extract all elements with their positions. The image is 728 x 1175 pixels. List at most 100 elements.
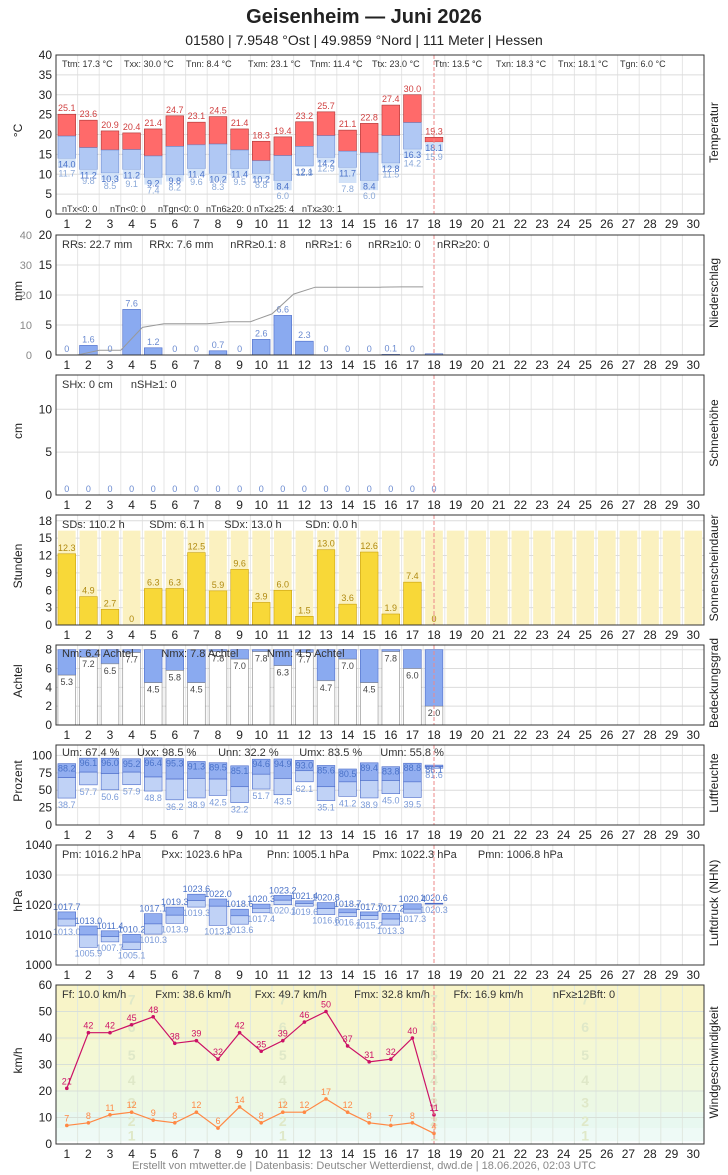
mean-wind-point: [410, 1121, 415, 1125]
sun-possible-bar: [533, 530, 551, 625]
sun-possible-bar: [511, 530, 530, 625]
gust-point: [194, 1038, 199, 1043]
x-tick-label: 29: [665, 498, 679, 512]
pressure-lower-bar: [360, 915, 379, 920]
tmean-bar: [165, 146, 184, 176]
cloud-label: 7.7: [298, 655, 311, 665]
mean-wind-point: [432, 1131, 436, 1136]
gust-line: [66, 1010, 435, 1116]
tmean-bar: [79, 147, 98, 170]
x-tick-label: 13: [319, 728, 333, 742]
sun-bar: [79, 596, 98, 626]
x-tick-label: 24: [557, 1147, 571, 1160]
sun-label: 4.9: [82, 586, 95, 596]
umax-label: 89.5: [209, 763, 227, 773]
gust-point: [237, 1030, 242, 1035]
x-tick-label: 11: [277, 498, 290, 512]
pressure-lower-bar: [230, 915, 249, 925]
x-tick-label: 5: [150, 968, 157, 982]
gust-label: 35: [256, 1039, 266, 1049]
tmax-bar: [316, 111, 336, 136]
x-tick-label: 24: [557, 728, 571, 742]
side-label: Luftfeuchte: [707, 753, 721, 813]
umax-label: 93.0: [296, 760, 314, 770]
mean-wind-point: [108, 1113, 112, 1117]
tgnd-label: 14.2: [404, 159, 422, 169]
y-tick-label: 15: [39, 258, 53, 272]
mean-wind-point: [302, 1110, 307, 1114]
mean-wind-label: 14: [235, 1095, 245, 1105]
x-tick-label: 16: [384, 828, 398, 842]
tmax-bar: [338, 129, 357, 152]
y-tick-label: 0: [45, 818, 52, 832]
tmean-bar: [100, 149, 120, 174]
umax-label: 85.6: [317, 765, 335, 775]
sun-label: 9.6: [233, 558, 246, 568]
mean-wind-label: 9: [151, 1108, 156, 1118]
pmax-label: 1023.6: [183, 884, 211, 894]
precip-label: 0: [410, 344, 415, 354]
stat-label: Nmn: 4.5 Achtel: [267, 648, 345, 660]
x-tick-label: 28: [643, 828, 657, 842]
cloud-label: 7.8: [212, 654, 225, 664]
cloud-label: 5.8: [169, 672, 182, 682]
x-tick-label: 3: [107, 358, 114, 372]
tmin-label: 8.4: [363, 182, 376, 192]
tmax-bar: [165, 115, 184, 147]
x-tick-label: 21: [492, 217, 506, 231]
plot-border: [55, 844, 705, 966]
humidity-lower-bar: [403, 781, 422, 798]
stat-label: Pxx: 1023.6 hPa: [161, 849, 243, 861]
snow-label: 0: [194, 484, 199, 494]
gust-label: 42: [83, 1021, 93, 1031]
pmin-label: 1013.2: [204, 926, 232, 936]
y-tick-label: 5: [45, 187, 52, 201]
y-tick-label: 9: [45, 566, 52, 580]
x-tick-label: 8: [215, 498, 222, 512]
umax-label: 85.1: [231, 766, 249, 776]
pressure-lower-bar: [122, 941, 141, 951]
y-tick-label: 0: [45, 348, 52, 362]
umin-label: 57.7: [80, 787, 98, 797]
pressure-upper-bar: [79, 925, 98, 936]
stat-label: Nmx: 7.8 Achtel: [161, 648, 238, 660]
gust-point: [129, 1022, 134, 1027]
gust-label: 31: [364, 1050, 374, 1060]
humidity-lower-bar: [122, 771, 141, 786]
pmax-label: 1021.4: [291, 891, 319, 901]
y-tick-label: 75: [39, 766, 53, 780]
x-tick-label: 26: [600, 498, 614, 512]
x-tick-label: 27: [622, 217, 636, 231]
x-tick-label: 29: [665, 217, 679, 231]
pmin-label: 1016.8: [312, 916, 340, 926]
sun-bar: [57, 553, 76, 626]
sun-bar: [208, 590, 228, 626]
sun-possible-bar: [489, 530, 508, 625]
humidity-lower-bar: [144, 776, 163, 792]
sun-possible-bar: [468, 530, 487, 625]
x-tick-label: 11: [277, 358, 290, 372]
stat-label: Pnn: 1005.1 hPa: [267, 849, 350, 861]
x-tick-label: 21: [492, 828, 506, 842]
x-tick-label: 9: [236, 1147, 243, 1160]
x-tick-label: 7: [193, 628, 200, 642]
tmax-label: 27.4: [382, 94, 400, 104]
beaufort-label: 5: [581, 1047, 589, 1063]
cloud-label: 7.0: [233, 661, 246, 671]
plot-border: [55, 744, 705, 826]
x-tick-label: 12: [298, 828, 312, 842]
y-tick-cumulative: 40: [20, 230, 32, 242]
side-label: Windgeschwindigkeit: [707, 1006, 721, 1119]
umax-label: 94.9: [274, 759, 292, 769]
pmax-label: 1013.0: [75, 916, 103, 926]
mean-wind-label: 8: [367, 1111, 372, 1121]
stat-label: Ttm: 17.3 °C: [62, 59, 113, 69]
x-tick-label: 29: [665, 628, 679, 642]
tmean-bar: [122, 149, 141, 170]
x-tick-label: 7: [193, 1147, 200, 1160]
pressure-upper-bar: [252, 903, 271, 909]
mean-wind-label: 17: [321, 1087, 331, 1097]
sun-possible-bar: [619, 530, 638, 625]
